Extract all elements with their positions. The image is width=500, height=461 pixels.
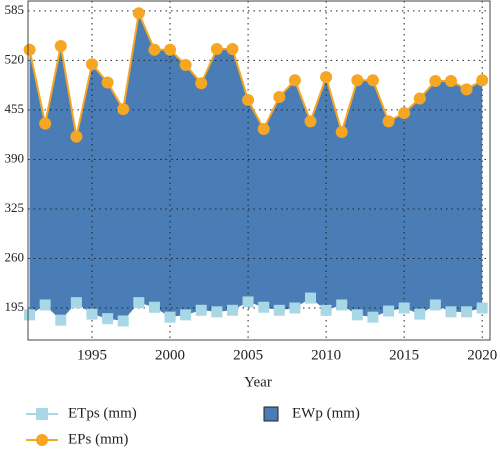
point [148, 43, 161, 56]
point [258, 301, 270, 313]
legend-label: EWp (mm) [292, 405, 360, 421]
point [367, 311, 379, 323]
x-tick-label: 2015 [389, 347, 419, 363]
legend-marker [36, 434, 48, 446]
point [351, 309, 363, 321]
point [86, 308, 98, 320]
point [320, 71, 333, 84]
point [54, 39, 67, 52]
point [23, 43, 36, 56]
point [289, 302, 301, 314]
point [210, 42, 223, 55]
y-tick-label: 585 [5, 2, 25, 17]
point [273, 304, 285, 316]
point [85, 58, 98, 71]
point [414, 308, 426, 320]
y-tick-label: 260 [5, 249, 25, 264]
point [429, 74, 442, 87]
y-tick-label: 195 [5, 299, 25, 314]
point [101, 76, 114, 89]
y-tick-label: 520 [5, 51, 25, 66]
point [413, 92, 426, 105]
y-tick-label: 455 [5, 101, 25, 116]
point [382, 115, 395, 128]
point [288, 74, 301, 87]
point [398, 302, 410, 314]
point [148, 301, 160, 313]
point [117, 315, 129, 327]
point [195, 77, 208, 90]
point [335, 126, 348, 139]
point [242, 94, 255, 107]
legend-label: EPs (mm) [68, 431, 128, 447]
point [366, 74, 379, 87]
legend-label: ETps (mm) [68, 405, 137, 421]
point [24, 309, 36, 321]
point [460, 83, 473, 96]
point [242, 296, 254, 308]
x-tick-label: 2010 [311, 347, 341, 363]
legend-marker [36, 408, 48, 420]
point [476, 74, 489, 87]
point [180, 309, 192, 321]
point [70, 297, 82, 309]
y-tick-label: 325 [5, 200, 25, 215]
point [102, 313, 114, 325]
point [351, 74, 364, 87]
point [273, 90, 286, 103]
point [226, 42, 239, 55]
x-tick-label: 2000 [155, 347, 185, 363]
point [445, 306, 457, 318]
point [226, 304, 238, 316]
x-tick-label: 2005 [233, 347, 263, 363]
point [211, 306, 223, 318]
point [133, 297, 145, 309]
point [461, 306, 473, 318]
x-axis-label: Year [244, 374, 272, 390]
x-tick-label: 2020 [467, 347, 497, 363]
area [29, 13, 483, 321]
point [257, 122, 270, 135]
point [476, 302, 488, 314]
point [39, 299, 51, 311]
point [132, 7, 145, 20]
point [320, 304, 332, 316]
point [195, 304, 207, 316]
point [164, 43, 177, 56]
point [164, 311, 176, 323]
point [39, 117, 52, 130]
point [117, 103, 130, 116]
point [304, 115, 317, 128]
point [336, 299, 348, 311]
point [305, 292, 317, 304]
x-tick-label: 1995 [77, 347, 107, 363]
legend-swatch [263, 406, 279, 422]
point [70, 130, 83, 143]
y-tick-label: 390 [5, 150, 25, 165]
plot-frame [27, 0, 491, 341]
point [179, 58, 192, 71]
point [429, 299, 441, 311]
point [444, 74, 457, 87]
point [398, 106, 411, 119]
point [383, 305, 395, 317]
point [55, 314, 67, 326]
